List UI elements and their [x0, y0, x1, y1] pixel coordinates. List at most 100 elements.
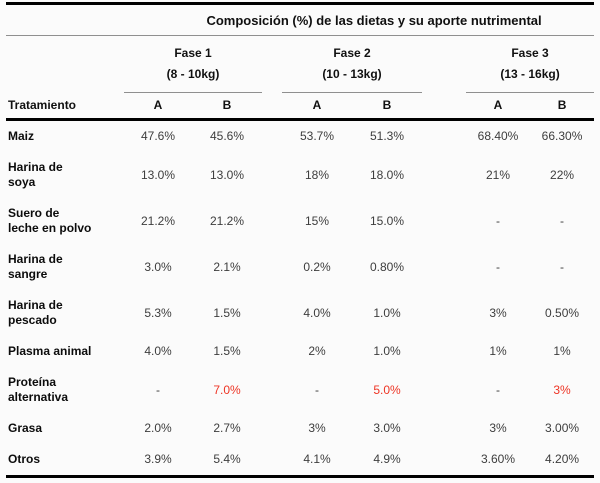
value-cell: - [496, 259, 500, 274]
table-row: Otros 3.9% 5.4% 4.1% 4.9% 3.60% 4.20% [6, 444, 594, 477]
value-cell: 45.6% [209, 129, 245, 143]
value-cell: 3% [489, 305, 507, 320]
value-cell: 3.0% [373, 421, 401, 435]
phase-row-spacer [6, 36, 124, 64]
table-row: Plasma animal 4.0% 1.5% 2% 1.0% 1% 1% [6, 336, 594, 367]
table-row: Harina de pescado 5.3% 1.5% 4.0% 1.0% 3%… [6, 290, 594, 336]
value-cell: 21% [485, 167, 511, 182]
column-spacer [422, 198, 466, 244]
phase-header-2: Fase 2 [333, 46, 371, 60]
table-row: Proteína alternativa - 7.0% - 5.0% - 3% [6, 367, 594, 413]
column-spacer [262, 367, 282, 413]
value-cell: 2% [308, 344, 326, 358]
column-spacer [262, 92, 282, 121]
value-cell: 5.3% [144, 305, 172, 320]
column-spacer [262, 63, 282, 93]
value-cell: - [315, 382, 319, 397]
column-spacer [262, 36, 282, 64]
column-spacer [422, 290, 466, 336]
weight-range-1: (8 - 10kg) [166, 67, 220, 81]
value-cell: 15% [304, 213, 330, 228]
value-cell: 2.1% [213, 259, 241, 274]
column-spacer [262, 413, 282, 444]
value-cell: 4.9% [373, 452, 401, 466]
row-label: Grasa [8, 421, 43, 435]
value-cell: 3% [489, 421, 507, 435]
row-label: Harina de soya [8, 160, 63, 189]
title-row-spacer [6, 3, 124, 36]
phase-header-row: Fase 1 Fase 2 Fase 3 [6, 36, 594, 64]
column-spacer [422, 63, 466, 93]
table-row: Harina de sangre 3.0% 2.1% 0.2% 0.80% - … [6, 244, 594, 290]
value-cell: 1% [553, 344, 571, 358]
column-spacer [422, 36, 466, 64]
value-cell: 47.6% [140, 129, 176, 143]
value-cell: 0.2% [303, 259, 331, 274]
treatment-header-row: Tratamiento A B A B A B [6, 92, 595, 121]
value-cell: 21.2% [209, 213, 245, 228]
column-spacer [422, 413, 466, 444]
value-cell: 2.0% [144, 421, 172, 435]
value-cell: 4.0% [303, 305, 331, 320]
title-row: Composición (%) de las dietas y su aport… [6, 3, 595, 36]
value-cell: 7.0% [213, 382, 241, 397]
value-cell: 51.3% [369, 129, 405, 143]
value-cell: 0.80% [369, 259, 405, 274]
value-cell: 3% [553, 382, 571, 397]
value-cell: - [560, 213, 565, 228]
treatment-col-header-a2: A [282, 92, 352, 121]
composition-table: Composición (%) de las dietas y su aport… [6, 2, 595, 478]
value-cell: 1% [489, 344, 507, 358]
value-cell: 3.0% [144, 259, 172, 274]
column-spacer [262, 120, 282, 153]
value-cell: 4.0% [144, 344, 172, 358]
column-spacer [422, 92, 466, 121]
column-spacer [422, 120, 466, 153]
value-cell: 4.1% [303, 452, 331, 466]
value-cell: 3% [308, 421, 326, 435]
value-cell: 18% [304, 167, 330, 182]
column-spacer [262, 244, 282, 290]
value-cell: 53.7% [299, 129, 335, 143]
column-spacer [422, 367, 466, 413]
row-label: Plasma animal [8, 344, 92, 358]
value-cell: 13.0% [140, 167, 176, 182]
value-cell: - [496, 213, 500, 228]
value-cell: 4.20% [545, 452, 580, 466]
value-cell: 1.5% [213, 344, 241, 358]
value-cell: 15.0% [369, 213, 405, 228]
weight-row-spacer [6, 63, 124, 93]
column-spacer [262, 152, 282, 198]
treatment-col-header-b1: B [192, 92, 262, 121]
weight-range-3: (13 - 16kg) [500, 67, 560, 81]
value-cell: - [496, 382, 500, 397]
table-row: Maiz 47.6% 45.6% 53.7% 51.3% 68.40% 66.3… [6, 120, 594, 153]
phase-header-3: Fase 3 [511, 46, 549, 60]
column-spacer [262, 444, 282, 477]
table-row: Harina de soya 13.0% 13.0% 18% 18.0% 21%… [6, 152, 594, 198]
value-cell: 1.5% [213, 305, 241, 320]
treatment-col-header-a1: A [124, 92, 192, 121]
column-spacer [422, 336, 466, 367]
value-cell: 3.00% [545, 421, 580, 435]
table-row: Grasa 2.0% 2.7% 3% 3.0% 3% 3.00% [6, 413, 594, 444]
value-cell: 1.0% [373, 344, 401, 358]
column-spacer [422, 244, 466, 290]
value-cell: 22% [550, 167, 575, 182]
column-spacer [262, 336, 282, 367]
value-cell: 66.30% [541, 129, 583, 143]
value-cell: 1.0% [373, 305, 401, 320]
table-row: Suero de leche en polvo 21.2% 21.2% 15% … [6, 198, 594, 244]
value-cell: 0.50% [545, 305, 580, 320]
weight-range-2: (10 - 13kg) [322, 67, 382, 81]
column-spacer [422, 152, 466, 198]
phase-header-1: Fase 1 [174, 46, 212, 60]
row-label: Suero de leche en polvo [8, 206, 92, 235]
treatment-header: Tratamiento [6, 92, 124, 121]
weight-range-row: (8 - 10kg) (10 - 13kg) (13 - 16kg) [6, 63, 594, 93]
column-spacer [262, 198, 282, 244]
value-cell: 2.7% [213, 421, 241, 435]
table-title: Composición (%) de las dietas y su aport… [124, 3, 595, 36]
value-cell: 21.2% [140, 213, 176, 228]
value-cell: 3.60% [480, 452, 516, 466]
